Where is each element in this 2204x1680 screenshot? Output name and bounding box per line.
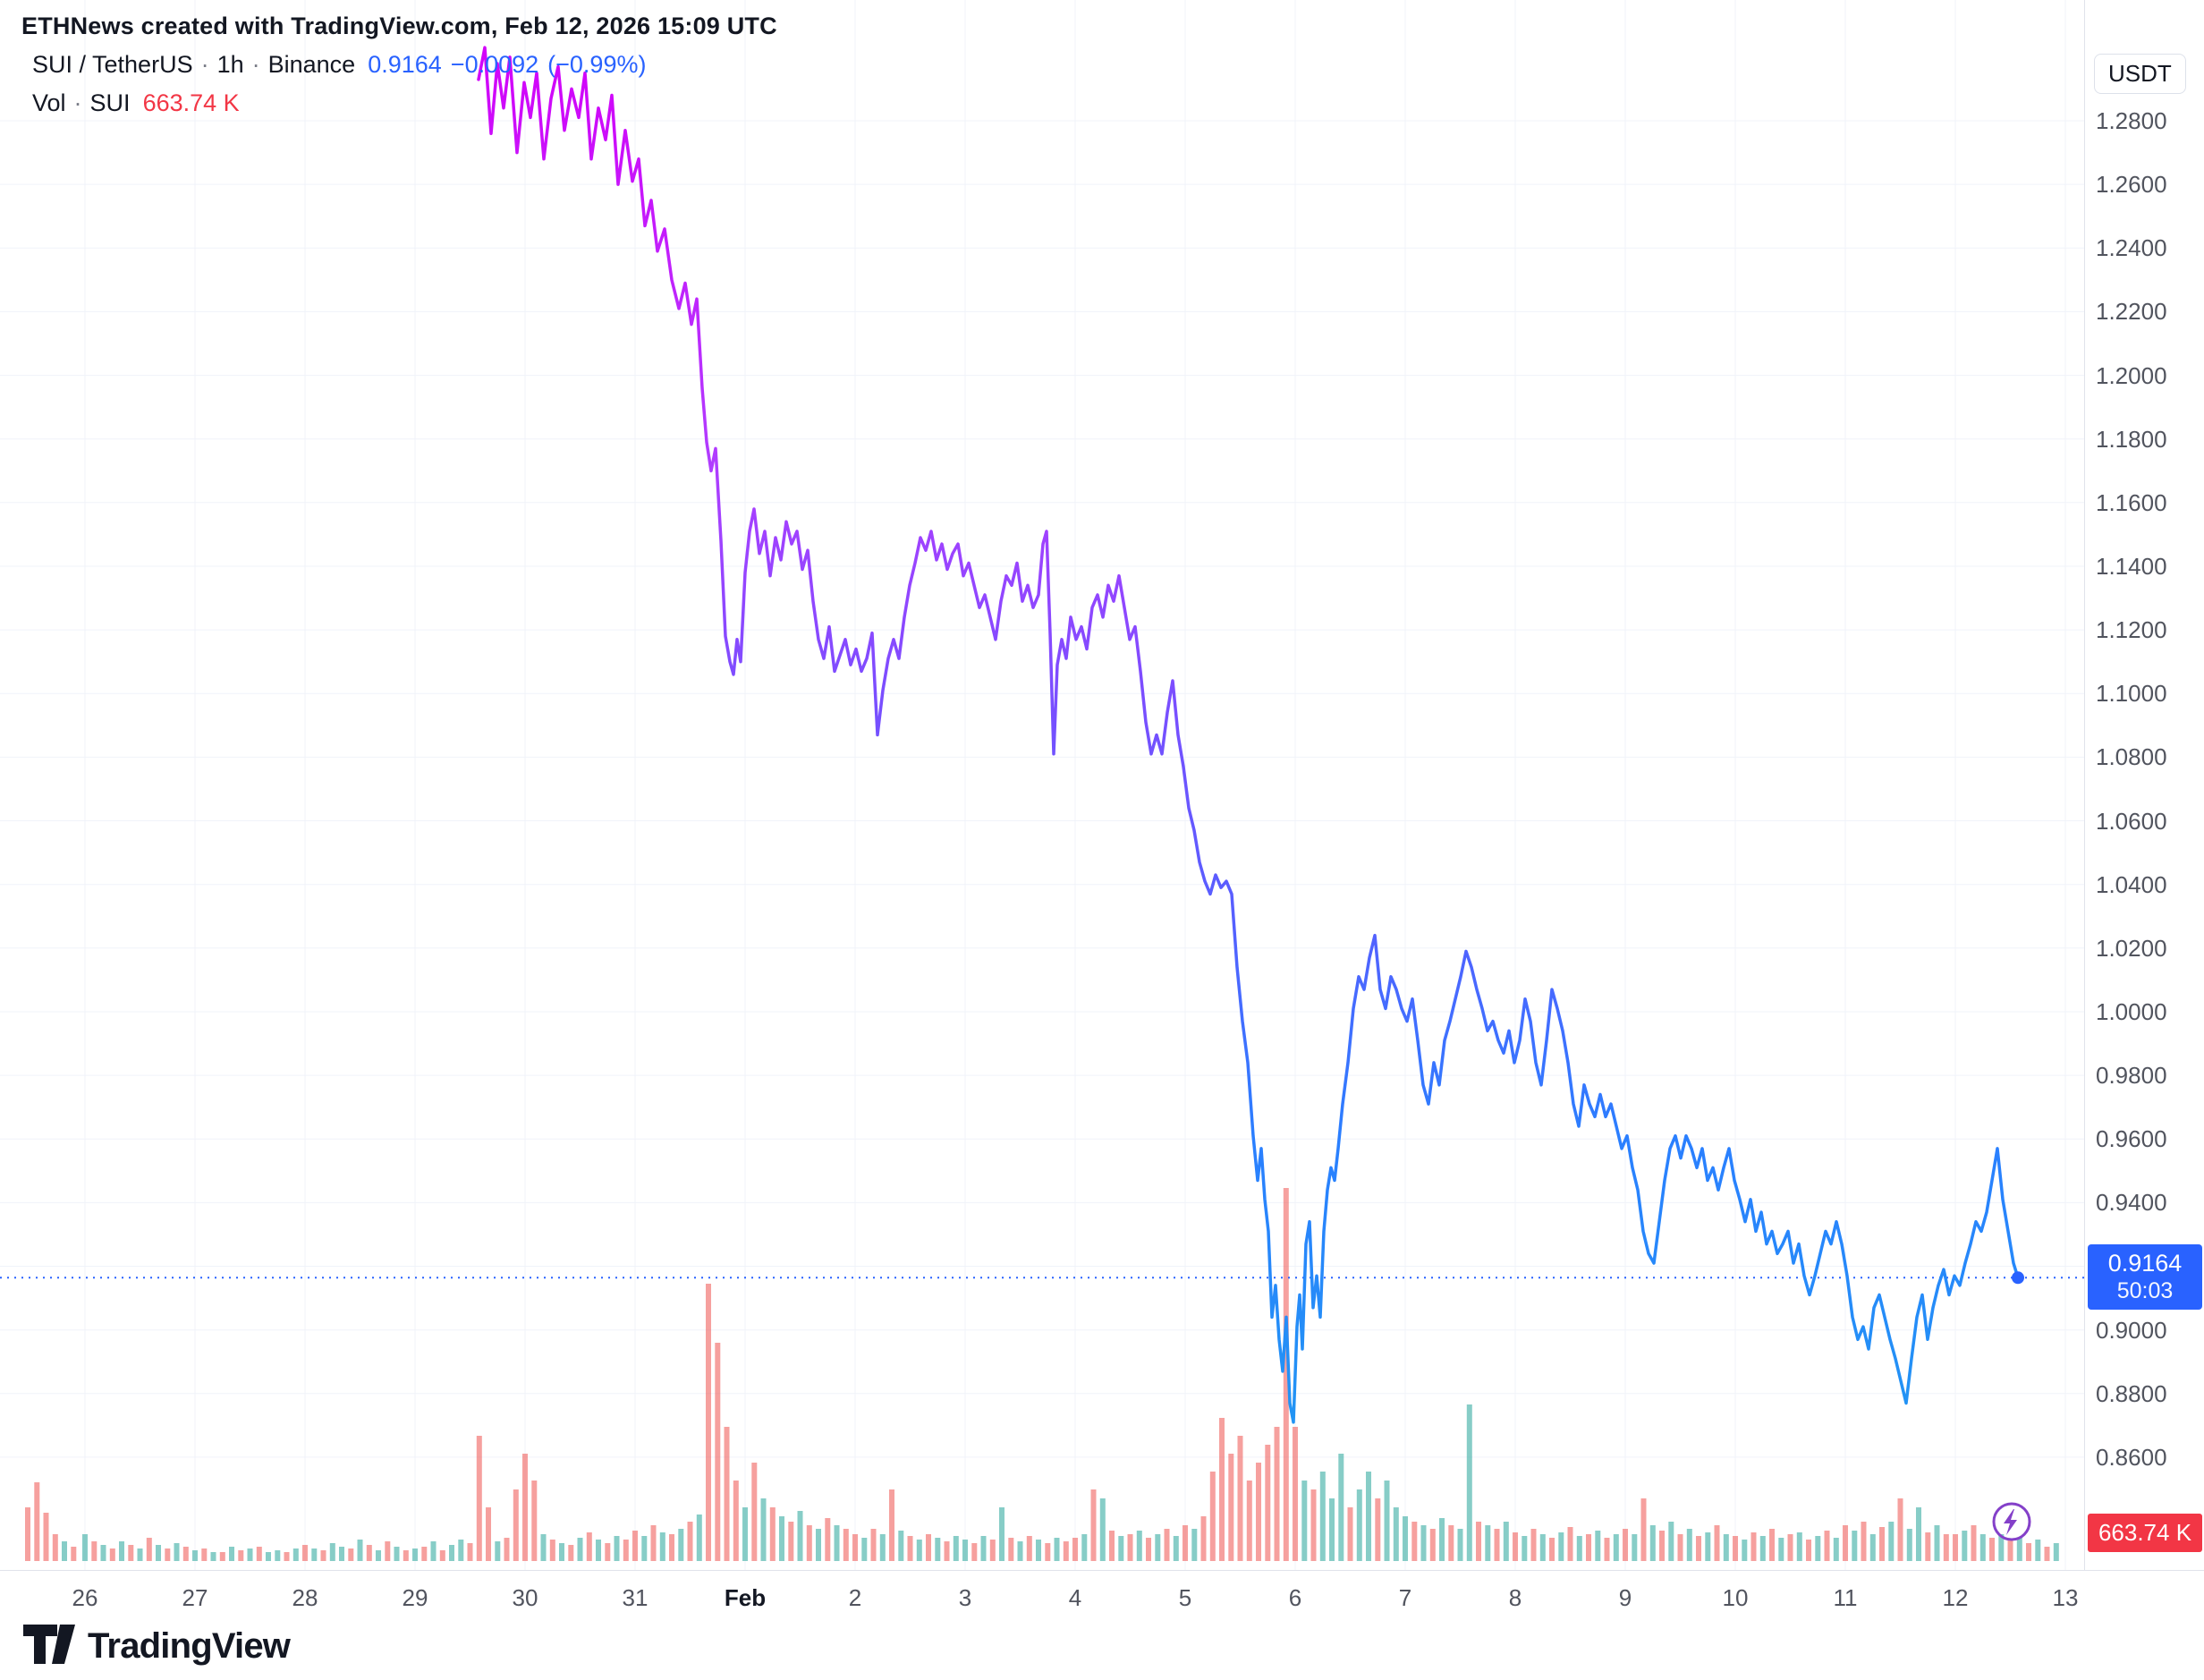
price-tick-label: 1.2600 [2096,171,2167,199]
price-tick-label: 0.8800 [2096,1379,2167,1407]
price-chart-pane[interactable] [0,0,2084,1570]
separator-dot: · [73,89,82,116]
volume-value-badge: 663.74 K [2088,1514,2202,1552]
time-tick-label: 10 [1722,1584,1749,1611]
price-tick-label: 1.0200 [2096,934,2167,962]
separator-dot: · [200,51,209,78]
price-tick-label: 0.9600 [2096,1125,2167,1153]
price-tick-label: 1.2000 [2096,361,2167,389]
price-tick-label: 1.0600 [2096,807,2167,835]
price-change-pct-text: (−0.99%) [547,51,647,78]
time-tick-label: 9 [1618,1584,1632,1611]
price-tick-label: 1.1200 [2096,616,2167,644]
time-tick-label: 26 [72,1584,98,1611]
volume-symbol-label: SUI [89,89,131,116]
price-tick-label: 1.1000 [2096,680,2167,708]
time-tick-label: 5 [1178,1584,1192,1611]
time-tick-label: 13 [2052,1584,2079,1611]
time-tick-label: 30 [512,1584,538,1611]
time-tick-label: 7 [1398,1584,1412,1611]
price-line-series [477,46,2020,1424]
price-tick-label: 0.9800 [2096,1062,2167,1090]
volume-study-label[interactable]: Vol [32,89,66,116]
last-price-badge: 0.9164 50:03 [2088,1244,2202,1311]
time-tick-label: 12 [1942,1584,1969,1611]
time-tick-label: 6 [1288,1584,1302,1611]
time-tick-label: Feb [724,1584,767,1611]
time-tick-label: 2 [848,1584,862,1611]
grid-lines [0,0,2084,1570]
last-price-text: 0.9164 [368,51,442,78]
time-tick-label: 11 [1833,1584,1858,1611]
price-tick-label: 0.8600 [2096,1443,2167,1471]
volume-legend[interactable]: Vol · SUI 663.74 K [32,89,777,117]
separator-dot: · [251,51,260,78]
price-tick-label: 0.9000 [2096,1316,2167,1344]
time-axis[interactable]: 26 27 28 29 30 31 Feb 2 3 4 5 6 7 8 9 10 11 12 13 [0,1570,2204,1627]
price-tick-label: 1.2800 [2096,107,2167,134]
price-axis[interactable]: USDT 0.9164 50:03 663.74 K 1.2800 1.2600 1… [2084,0,2204,1570]
chart-header: ETHNews created with TradingView.com, Fe… [21,13,777,117]
boost-lightning-icon[interactable] [1991,1501,2032,1542]
price-tick-label: 1.1600 [2096,488,2167,516]
price-tick-label: 0.9400 [2096,1189,2167,1217]
tradingview-wordmark[interactable]: TradingView [88,1626,291,1666]
price-tick-label: 1.1800 [2096,425,2167,453]
last-price-dot [2012,1271,2024,1285]
time-tick-label: 29 [402,1584,428,1611]
time-tick-label: 4 [1068,1584,1082,1611]
price-tick-label: 1.1400 [2096,552,2167,580]
volume-value-text: 663.74 K [142,89,240,116]
bar-countdown: 50:03 [2116,1278,2174,1304]
price-tick-label: 1.0800 [2096,743,2167,771]
price-tick-label: 1.0400 [2096,870,2167,898]
time-tick-label: 31 [622,1584,648,1611]
time-tick-label: 27 [182,1584,208,1611]
price-tick-label: 1.0000 [2096,997,2167,1025]
price-change-text: −0.0092 [450,51,539,78]
time-tick-label: 8 [1508,1584,1522,1611]
footer: TradingView [23,1625,291,1668]
price-tick-label: 1.2200 [2096,298,2167,326]
currency-unit-label[interactable]: USDT [2094,54,2186,94]
time-tick-label: 3 [958,1584,972,1611]
exchange-label[interactable]: Binance [267,51,356,78]
price-tick-label: 1.2400 [2096,234,2167,262]
volume-bars [25,1188,2059,1561]
last-price-value: 0.9164 [2107,1250,2183,1277]
interval-label[interactable]: 1h [216,51,244,78]
symbol-legend[interactable]: SUI / TetherUS · 1h · Binance 0.9164 −0.… [32,51,777,79]
tradingview-logo-icon[interactable] [23,1625,75,1668]
time-tick-label: 28 [292,1584,318,1611]
attribution-text: ETHNews created with TradingView.com, Fe… [21,13,777,39]
symbol-name[interactable]: SUI / TetherUS [32,51,193,78]
